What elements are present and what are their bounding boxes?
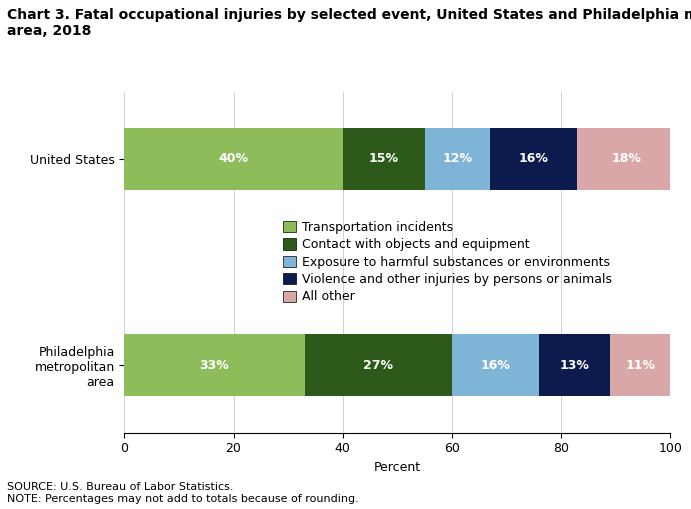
Bar bbox=[610, 334, 670, 397]
Bar bbox=[343, 128, 424, 190]
Text: 13%: 13% bbox=[560, 359, 589, 372]
Text: 12%: 12% bbox=[442, 152, 473, 165]
Text: 40%: 40% bbox=[218, 152, 249, 165]
Text: 18%: 18% bbox=[612, 152, 641, 165]
Bar bbox=[578, 128, 676, 190]
Text: SOURCE: U.S. Bureau of Labor Statistics.
NOTE: Percentages may not add to totals: SOURCE: U.S. Bureau of Labor Statistics.… bbox=[7, 483, 359, 504]
Text: Chart 3. Fatal occupational injuries by selected event, United States and Philad: Chart 3. Fatal occupational injuries by … bbox=[7, 8, 691, 38]
Text: 11%: 11% bbox=[625, 359, 655, 372]
Text: 15%: 15% bbox=[369, 152, 399, 165]
Bar bbox=[124, 128, 343, 190]
Bar bbox=[305, 334, 452, 397]
X-axis label: Percent: Percent bbox=[374, 461, 421, 474]
Bar bbox=[539, 334, 610, 397]
Bar bbox=[490, 128, 578, 190]
Legend: Transportation incidents, Contact with objects and equipment, Exposure to harmfu: Transportation incidents, Contact with o… bbox=[283, 221, 612, 303]
Text: 27%: 27% bbox=[363, 359, 393, 372]
Text: 33%: 33% bbox=[200, 359, 229, 372]
Bar bbox=[424, 128, 490, 190]
Bar bbox=[124, 334, 305, 397]
Text: 16%: 16% bbox=[519, 152, 549, 165]
Bar bbox=[452, 334, 539, 397]
Text: 16%: 16% bbox=[481, 359, 511, 372]
